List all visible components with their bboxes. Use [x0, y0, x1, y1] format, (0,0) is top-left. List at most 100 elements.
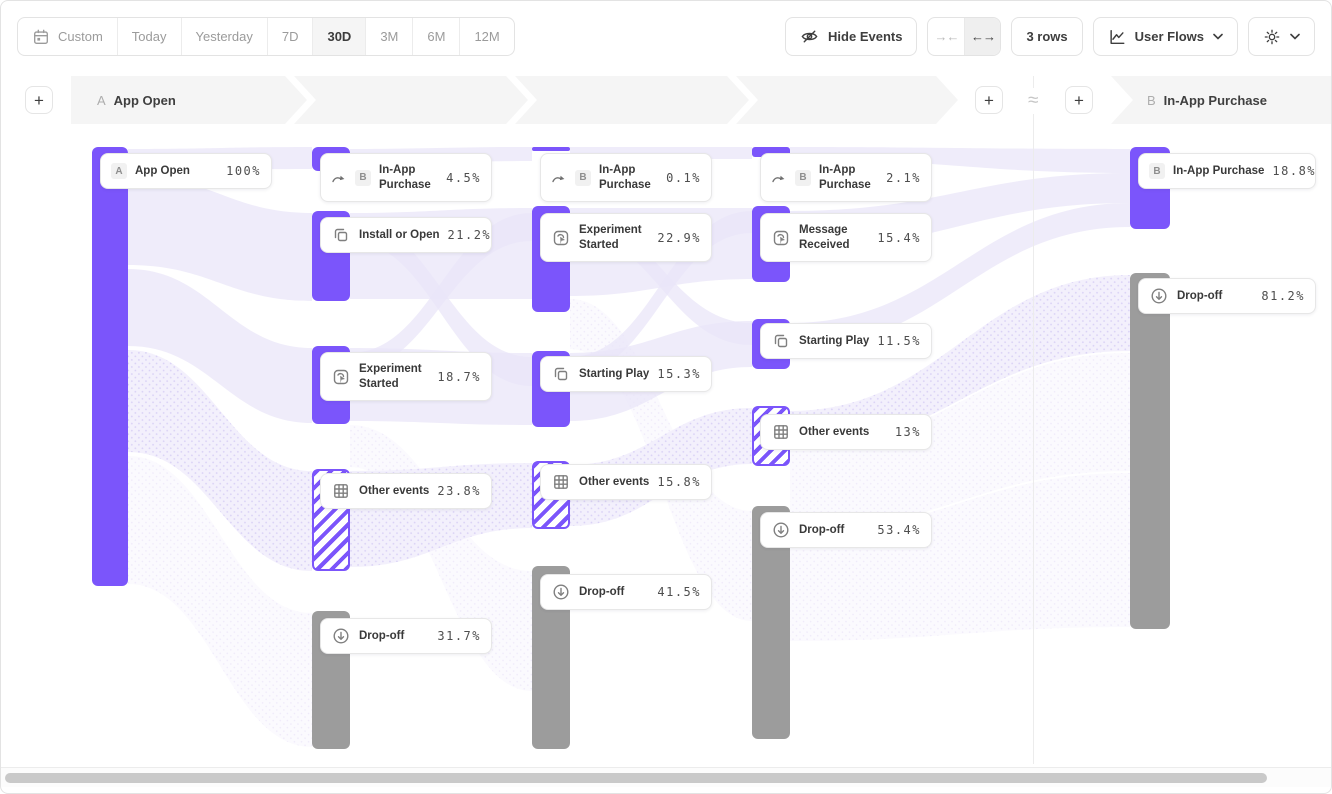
node-value: 31.7%: [437, 629, 481, 643]
node-card[interactable]: Drop-off 81.2%: [1138, 278, 1316, 314]
add-step-left-button[interactable]: +: [25, 86, 53, 114]
date-tab-label: 6M: [427, 29, 446, 44]
flow-bar[interactable]: [532, 147, 570, 151]
section-b-badge: B: [1147, 92, 1156, 108]
flow-ribbon: [128, 456, 312, 747]
node-label: Drop-off: [1177, 289, 1223, 302]
node-card[interactable]: A App Open 100%: [100, 153, 272, 189]
expand-columns-button[interactable]: ←→: [964, 18, 1001, 55]
node-card[interactable]: Starting Play 11.5%: [760, 323, 932, 359]
drop-off-icon: [771, 520, 791, 540]
node-card[interactable]: Starting Play 15.3%: [540, 356, 712, 392]
step-segment-b1[interactable]: [1111, 76, 1331, 124]
hide-events-button[interactable]: Hide Events: [785, 17, 918, 56]
flow-ribbon: [128, 269, 312, 423]
eye-off-icon: [800, 27, 819, 46]
toolbar-right-cluster: Hide Events →← ←→ 3 rows User Flows: [785, 17, 1315, 56]
rows-label: 3 rows: [1026, 29, 1068, 44]
date-tab-label: Custom: [58, 29, 103, 44]
date-tab-today[interactable]: Today: [116, 18, 181, 55]
node-card[interactable]: Drop-off 41.5%: [540, 574, 712, 610]
other-events-grid-icon: [771, 422, 791, 442]
node-label: Experiment Started: [359, 362, 422, 390]
rows-button[interactable]: 3 rows: [1011, 17, 1083, 56]
date-tab-7d[interactable]: 7D: [266, 18, 313, 55]
node-label: App Open: [135, 164, 190, 177]
event-letter-badge: B: [1149, 163, 1165, 179]
node-value: 81.2%: [1261, 289, 1305, 303]
node-value: 23.8%: [437, 484, 481, 498]
date-tab-label: 30D: [327, 29, 352, 44]
date-tab-label: 3M: [380, 29, 399, 44]
collapse-columns-button[interactable]: →←: [934, 29, 959, 44]
settings-button[interactable]: [1248, 17, 1315, 56]
node-value: 18.8%: [1272, 164, 1317, 178]
autocapture-event-icon: [331, 367, 351, 387]
view-selector[interactable]: User Flows: [1092, 17, 1238, 56]
collapse-expand-group: →← ←→: [927, 17, 1002, 56]
other-events-grid-icon: [551, 472, 571, 492]
approx-icon: ≈: [1025, 88, 1042, 114]
node-value: 2.1%: [886, 170, 921, 185]
node-card[interactable]: B In-App Purchase 2.1%: [760, 153, 932, 202]
autocapture-event-icon: [771, 228, 791, 248]
node-label: Starting Play: [579, 367, 650, 380]
gear-icon: [1263, 28, 1281, 46]
other-events-grid-icon: [331, 481, 351, 501]
add-step-b-button[interactable]: +: [1065, 86, 1093, 114]
node-card[interactable]: Drop-off 31.7%: [320, 618, 492, 654]
flow-ribbon: [570, 299, 752, 621]
node-label: Message Received: [799, 223, 850, 251]
node-label: Other events: [579, 475, 650, 488]
date-tab-12m[interactable]: 12M: [459, 18, 513, 55]
view-label: User Flows: [1134, 29, 1204, 44]
date-tab-6m[interactable]: 6M: [412, 18, 459, 55]
node-label: Other events: [359, 484, 430, 497]
flow-bar[interactable]: [92, 147, 128, 586]
node-value: 21.2%: [447, 228, 492, 242]
add-step-a-button[interactable]: +: [975, 86, 1003, 114]
copy-event-icon: [551, 364, 571, 384]
flow-ribbon: [128, 175, 312, 301]
node-label: Install or Open: [359, 228, 440, 241]
node-value: 0.1%: [666, 170, 701, 185]
step-segment-a2: [294, 76, 528, 124]
node-card[interactable]: Message Received 15.4%: [760, 213, 932, 262]
node-card[interactable]: Drop-off 53.4%: [760, 512, 932, 548]
date-tab-3m[interactable]: 3M: [365, 18, 412, 55]
node-card[interactable]: B In-App Purchase 4.5%: [320, 153, 492, 202]
flow-ribbon: [128, 350, 312, 571]
node-label: In-App Purchase: [599, 163, 651, 191]
date-tab-label: Today: [131, 29, 167, 44]
node-value: 4.5%: [446, 170, 481, 185]
node-card[interactable]: Other events 13%: [760, 414, 932, 450]
flow-ribbon: [790, 473, 1130, 641]
flow-bar[interactable]: [1130, 273, 1170, 629]
date-tab-yesterday[interactable]: Yesterday: [180, 18, 267, 55]
node-value: 18.7%: [437, 369, 481, 384]
node-card[interactable]: Experiment Started 18.7%: [320, 352, 492, 401]
node-label: Drop-off: [359, 629, 405, 642]
node-label: In-App Purchase: [379, 163, 431, 191]
drop-off-icon: [331, 626, 351, 646]
redirect-arrow-icon: [331, 170, 347, 186]
flow-bar[interactable]: [752, 147, 790, 157]
event-letter-badge: B: [575, 169, 591, 186]
date-tab-30d[interactable]: 30D: [312, 18, 366, 55]
node-card[interactable]: Install or Open 21.2%: [320, 217, 492, 253]
node-card[interactable]: B In-App Purchase 0.1%: [540, 153, 712, 202]
copy-event-icon: [771, 331, 791, 351]
redirect-arrow-icon: [551, 170, 567, 186]
node-card[interactable]: Other events 23.8%: [320, 473, 492, 509]
section-b-title: In-App Purchase: [1163, 92, 1267, 108]
node-card[interactable]: B In-App Purchase 18.8%: [1138, 153, 1316, 189]
horizontal-scrollbar-thumb[interactable]: [5, 773, 1267, 783]
node-card[interactable]: Other events 15.8%: [540, 464, 712, 500]
toolbar: Custom Today Yesterday 7D 30D 3M 6M 12M Hide Ev…: [1, 1, 1331, 71]
node-value: 13%: [894, 425, 921, 439]
step-segment-a1[interactable]: [71, 76, 307, 124]
node-value: 22.9%: [657, 230, 701, 245]
hide-events-label: Hide Events: [828, 29, 903, 44]
date-tab-custom[interactable]: Custom: [18, 18, 117, 55]
node-card[interactable]: Experiment Started 22.9%: [540, 213, 712, 262]
